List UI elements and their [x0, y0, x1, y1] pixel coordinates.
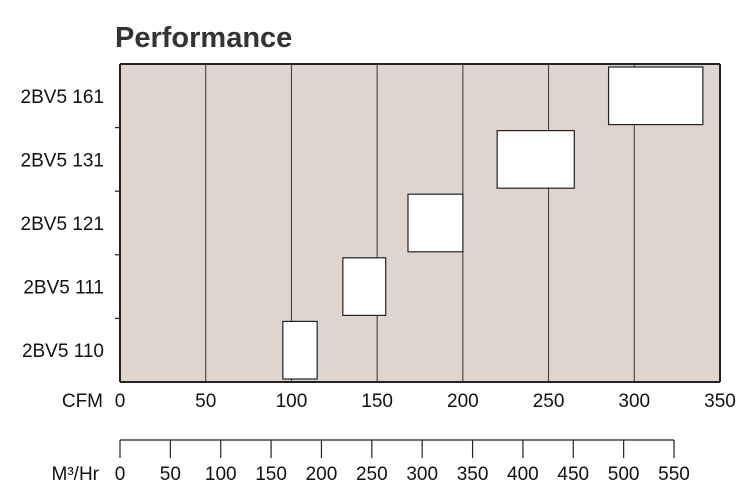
chart-title: Performance — [115, 22, 292, 54]
cfm-tick-label: 350 — [704, 391, 736, 412]
m3-tick-label: 200 — [306, 464, 338, 485]
model-label: 2BV5 161 — [21, 87, 104, 108]
cfm-axis-label: CFM — [62, 391, 103, 412]
cfm-tick-label: 250 — [533, 391, 565, 412]
m3-tick-label: 150 — [255, 464, 287, 485]
m3-tick-label: 50 — [160, 464, 181, 485]
model-label: 2BV5 121 — [21, 214, 104, 235]
m3-tick-label: 450 — [557, 464, 589, 485]
m3-tick-label: 300 — [406, 464, 438, 485]
m3-tick-label: 400 — [507, 464, 539, 485]
m3-axis-label: M³/Hr — [52, 464, 100, 485]
range-bars — [282, 66, 704, 380]
m3-tick-label: 550 — [658, 464, 690, 485]
model-labels: 2BV5 110 2BV5 111 2BV5 121 2BV5 131 2BV5 161 — [21, 87, 104, 362]
model-label: 2BV5 131 — [21, 150, 104, 171]
cfm-tick-label: 0 — [115, 391, 126, 412]
cfm-tick-label: 300 — [618, 391, 650, 412]
m3-tick-label: 350 — [457, 464, 489, 485]
cfm-tick-label: 200 — [447, 391, 479, 412]
range-bar — [607, 66, 704, 126]
range-bar — [282, 320, 318, 380]
cfm-tick-label: 50 — [195, 391, 216, 412]
m3-hr-tick-labels: 0 50 100 150 200 250 300 350 400 450 500 550 — [115, 464, 690, 485]
m3-tick-label: 100 — [205, 464, 237, 485]
model-label: 2BV5 111 — [23, 278, 104, 299]
range-bar — [496, 130, 575, 189]
cfm-tick-label: 100 — [276, 391, 308, 412]
plot-frame — [115, 63, 721, 383]
m3-tick-label: 250 — [356, 464, 388, 485]
cfm-tick-labels: 0 50 100 150 200 250 300 350 — [115, 391, 736, 412]
range-bar — [407, 193, 464, 253]
m3-hr-axis — [119, 439, 675, 458]
m3-tick-label: 500 — [608, 464, 640, 485]
range-bar — [342, 257, 387, 316]
cfm-tick-label: 150 — [361, 391, 393, 412]
model-label: 2BV5 110 — [22, 341, 104, 362]
m3-tick-label: 0 — [115, 464, 126, 485]
